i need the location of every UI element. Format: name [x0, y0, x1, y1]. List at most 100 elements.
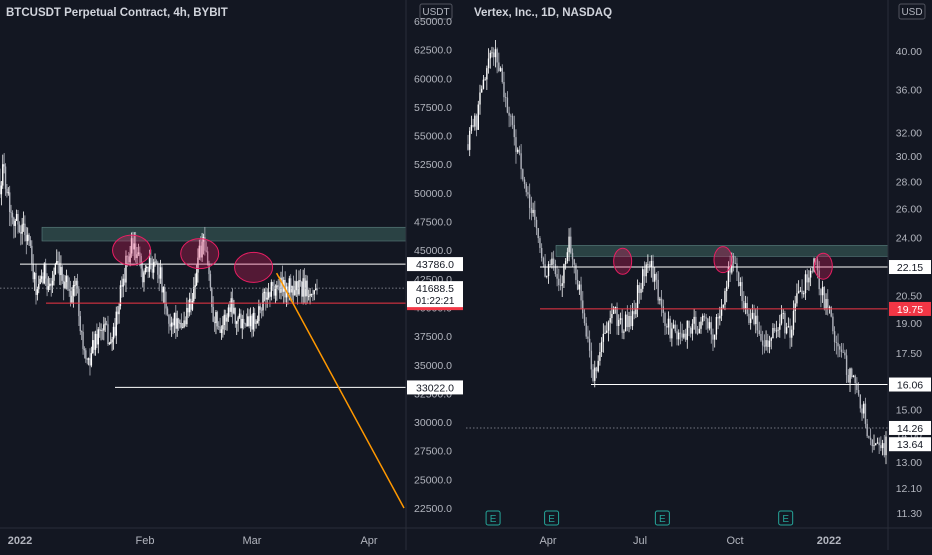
- candle-body: [816, 259, 819, 271]
- candle-body: [606, 330, 608, 333]
- x-tick-label: Apr: [539, 535, 556, 547]
- candle-body: [504, 97, 507, 98]
- candle-body: [513, 124, 515, 138]
- candle-body: [657, 279, 659, 301]
- candle-body: [705, 317, 707, 319]
- y-tick-label: 25000.0: [414, 474, 452, 486]
- candle-body: [28, 234, 30, 241]
- candle-body: [80, 331, 83, 332]
- candle-body: [69, 290, 72, 303]
- candle-body: [821, 286, 824, 296]
- candle-body: [768, 340, 771, 347]
- candle-body: [756, 315, 759, 331]
- candle-body: [823, 286, 826, 309]
- currency-badge: [419, 3, 453, 20]
- candle-body: [229, 307, 231, 312]
- candle-body: [599, 352, 601, 361]
- candle-body: [695, 316, 697, 333]
- btc-chart-panel: BTCUSDT Perpetual Contract, 4h, BYBIT USD…: [0, 0, 463, 550]
- candle-body: [148, 258, 151, 272]
- candle-body: [472, 125, 474, 127]
- candle-body: [194, 285, 196, 287]
- candle-body: [245, 323, 248, 327]
- candle-body: [811, 270, 814, 272]
- candle-body: [40, 276, 43, 279]
- price-line-label-box: [889, 260, 931, 275]
- candle-body: [25, 235, 28, 242]
- candle-body: [511, 115, 514, 125]
- candle-body: [547, 264, 550, 277]
- candle-body: [168, 314, 170, 324]
- candle-body: [626, 314, 629, 328]
- candle-body: [578, 284, 581, 290]
- candle-body: [18, 224, 21, 233]
- candle-body: [74, 284, 76, 286]
- chart-title: BTCUSDT Perpetual Contract, 4h, BYBIT: [6, 7, 228, 19]
- candle-body: [755, 315, 757, 325]
- candle-body: [691, 323, 694, 334]
- y-tick-label: 60000.0: [414, 73, 452, 85]
- candle-body: [883, 443, 885, 456]
- candle-body: [215, 312, 217, 324]
- candle-body: [234, 307, 237, 324]
- price-line-label: 16.06: [897, 380, 923, 392]
- candle-body: [244, 323, 246, 325]
- candle-body: [53, 274, 55, 281]
- y-tick-label: 37500.0: [414, 331, 452, 343]
- candle-body: [739, 282, 742, 287]
- candle-body: [522, 169, 524, 180]
- candle-body: [201, 241, 203, 258]
- candle-body: [14, 220, 16, 226]
- price-line-label-box: [889, 377, 931, 392]
- candle-body: [749, 318, 752, 323]
- candle-body: [112, 326, 115, 340]
- candle-body: [809, 270, 812, 278]
- candle-body: [242, 318, 245, 324]
- candle-body: [594, 367, 596, 381]
- candle-body: [859, 394, 862, 409]
- candle-body: [224, 314, 227, 322]
- candle-body: [110, 342, 112, 344]
- candle-body: [642, 269, 644, 289]
- candle-body: [157, 262, 159, 275]
- candle-body: [140, 256, 142, 269]
- candle-body: [662, 306, 664, 313]
- y-tick-label: 36.00: [896, 85, 922, 97]
- candle-body: [272, 282, 274, 286]
- candle-body: [79, 316, 81, 332]
- candle-body: [21, 224, 23, 234]
- candle-body: [288, 278, 291, 293]
- candle-body: [188, 298, 191, 313]
- candle-body: [313, 290, 315, 295]
- candle-body: [535, 219, 538, 229]
- candle-body: [556, 274, 558, 279]
- candle-body: [820, 289, 822, 296]
- candle-body: [588, 338, 591, 351]
- candle-body: [263, 291, 266, 294]
- candle-body: [683, 333, 685, 338]
- candle-body: [616, 307, 618, 326]
- candle-body: [6, 188, 8, 194]
- candle-body: [42, 276, 44, 284]
- candle-body: [600, 341, 603, 353]
- candle-body: [851, 368, 853, 378]
- candle-body: [219, 326, 221, 333]
- candle-body: [10, 211, 12, 213]
- y-tick-label: 11.30: [897, 508, 923, 520]
- candle-body: [797, 291, 800, 294]
- candle-body: [0, 181, 1, 195]
- candle-body: [78, 288, 80, 317]
- candle-body: [751, 312, 754, 319]
- candle-body: [825, 298, 827, 309]
- candle-body: [558, 278, 560, 286]
- candle-body: [671, 328, 673, 339]
- candle-body: [503, 81, 505, 98]
- y-tick-label: 13.00: [896, 457, 922, 469]
- extra-price-label: 13.64: [897, 439, 923, 451]
- y-tick-label: 12.10: [896, 483, 922, 495]
- candle-body: [604, 332, 606, 334]
- candle-body: [669, 318, 671, 339]
- candle-body: [184, 320, 187, 325]
- candle-body: [518, 149, 521, 154]
